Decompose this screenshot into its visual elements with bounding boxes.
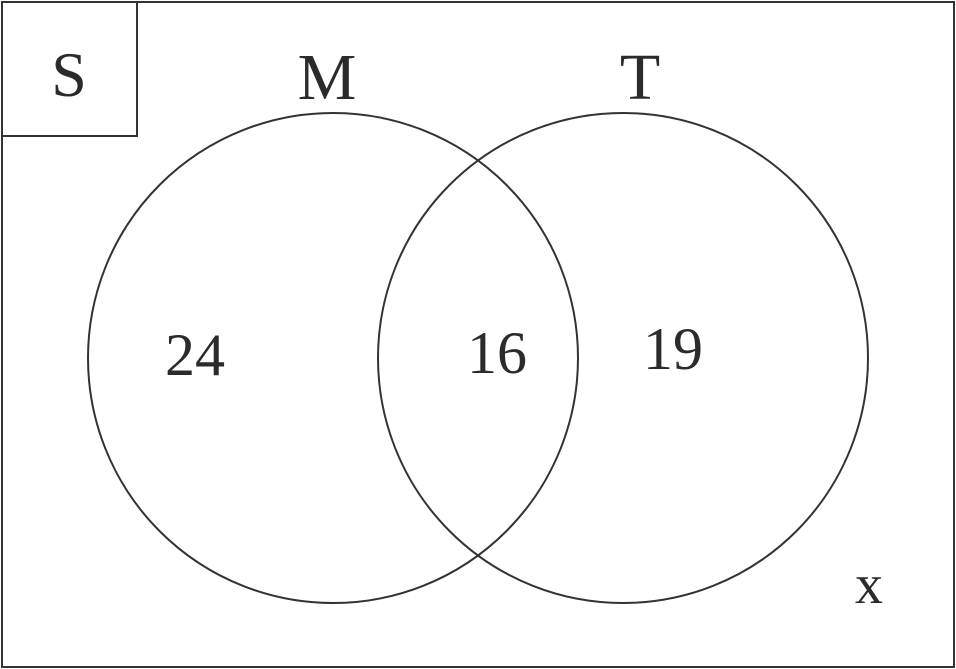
set-m-label: M xyxy=(298,41,357,114)
set-t-circle xyxy=(377,112,869,604)
universal-set-label: S xyxy=(51,39,87,110)
region-only-m-value: 24 xyxy=(165,322,225,388)
region-intersection-value: 16 xyxy=(467,320,527,386)
region-only-t-value: 19 xyxy=(643,316,703,382)
set-m-circle xyxy=(87,112,579,604)
universal-set-label-box xyxy=(1,1,138,137)
set-t-label: T xyxy=(620,41,660,114)
region-outside-value: x xyxy=(855,554,883,616)
